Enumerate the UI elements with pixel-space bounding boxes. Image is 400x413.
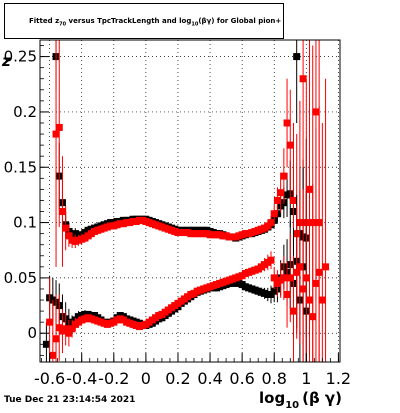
labels-layer: z log10 (β γ) [1,52,342,411]
data-point-marker [312,108,320,116]
data-point-marker [267,256,275,264]
y-tick-label: 0.25 [4,48,37,66]
y-tick-label: 0.2 [13,103,37,121]
x-tick-label: 1 [301,369,311,388]
y-tick-label: 0.05 [4,269,37,287]
data-point-marker [52,335,60,343]
x-axis-label-sub: 10 [285,400,299,409]
title-suffix: (βγ) for Global pion+ [198,17,282,25]
y-tick-label: 0.15 [4,158,37,176]
y-tick-label: 0.1 [13,214,37,232]
data-point-marker [302,274,310,282]
x-tick-label: 1.2 [326,369,351,388]
data-point-marker [296,263,304,271]
x-tick-label: 0.8 [261,369,286,388]
data-point-marker [42,340,50,348]
data-point-marker [299,75,307,83]
data-point-marker [280,172,288,180]
data-point-marker [289,307,297,315]
data-point-marker [270,210,278,218]
x-tick-label: -0.2 [98,369,129,388]
x-tick-label: 0 [141,369,151,388]
axis-layer: -0.6 -0.4 -0.2 0 0.2 0.4 0.6 0.8 1 1.2 0 0.05 0.1 0.1… [4,45,351,388]
data-point-marker [273,196,281,204]
data-point-marker [299,285,307,293]
x-tick-label: -0.6 [34,369,65,388]
x-tick-label: 0.2 [165,369,190,388]
data-point-marker [286,141,294,149]
title-prefix: Fitted z [29,17,60,25]
data-point-marker [267,219,275,227]
data-point-marker [62,224,70,232]
data-point-marker [315,268,323,276]
y-tick-label: 0 [27,324,37,342]
data-point-marker [283,291,291,299]
data-point-marker [322,263,330,271]
y-axis-label: z [1,52,11,70]
data-point-marker [62,325,70,333]
data-point-marker [289,196,297,204]
title-sub-70: 70 [59,21,67,28]
x-axis-label: log10 (β γ) [259,389,342,409]
x-axis-label-tail: (β γ) [302,389,342,407]
data-point-marker [277,189,285,197]
title-box: Fitted z70 versus TpcTrackLength and log… [4,3,284,39]
x-tick-label: -0.4 [66,369,97,388]
chart-title: Fitted z70 versus TpcTrackLength and log… [29,17,281,27]
title-middle: versus TpcTrackLength and log [66,17,192,25]
x-tick-label: 0.6 [229,369,254,388]
data-point-marker [65,329,73,337]
data-point-marker [65,232,73,240]
plot-frame [39,39,341,363]
title-sub-10: 10 [191,21,199,28]
data-point-marker [318,296,326,304]
data-point-marker [309,313,317,321]
data-point-marker [280,274,288,282]
data-point-marker [55,123,63,131]
data-point-marker [68,325,76,333]
data-point-marker [306,296,314,304]
data-point-marker [58,208,66,216]
x-tick-label: 0.4 [197,369,222,388]
data-point-marker [270,274,278,282]
data-point-marker [46,318,54,326]
data-point-marker [286,274,294,282]
data-point-marker [49,351,57,359]
data-point-marker [293,268,301,276]
data-point-marker [312,279,320,287]
data-point-marker [283,119,291,127]
x-axis-label-main: log [259,389,285,407]
timestamp-footer: Tue Dec 21 23:14:54 2021 [4,395,136,405]
data-point-marker [52,130,60,138]
marks-layer [42,40,330,362]
data-point-marker [293,53,301,61]
